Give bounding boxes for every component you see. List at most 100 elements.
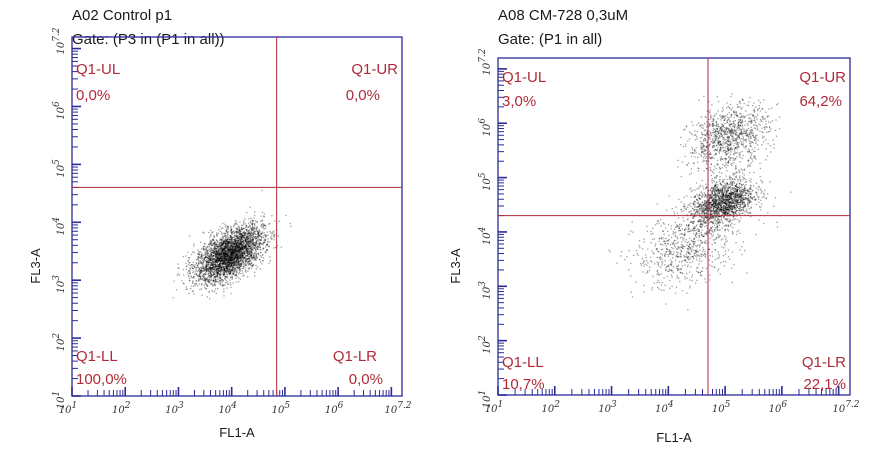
event-dot — [229, 262, 231, 264]
event-dot — [248, 229, 251, 231]
event-dot — [240, 257, 242, 260]
event-dot — [229, 230, 232, 232]
event-dot — [252, 228, 254, 231]
event-dot — [232, 269, 234, 272]
event-dot — [229, 257, 231, 259]
event-dot — [262, 247, 265, 250]
event-dot — [218, 252, 220, 254]
event-dot — [246, 252, 248, 254]
event-dot — [227, 241, 229, 243]
event-dot — [226, 239, 228, 241]
event-dot — [260, 233, 262, 235]
event-dot — [241, 254, 243, 256]
event-dot — [207, 281, 209, 283]
event-dot — [239, 248, 241, 250]
event-dot — [206, 252, 208, 254]
event-dot — [241, 256, 244, 258]
event-dot — [214, 252, 216, 254]
event-dot — [234, 239, 236, 241]
event-dot — [204, 271, 207, 273]
event-dot — [237, 240, 240, 242]
event-dot — [246, 233, 248, 235]
event-dot — [217, 257, 219, 259]
event-dot — [238, 250, 240, 252]
event-dot — [223, 253, 225, 255]
event-dot — [244, 234, 246, 236]
event-dot — [232, 253, 234, 255]
event-dot — [731, 206, 733, 208]
event-dot — [221, 244, 224, 246]
event-dot — [250, 239, 252, 242]
event-dot — [235, 274, 237, 277]
event-dot — [237, 259, 239, 261]
event-dot — [739, 195, 741, 197]
event-dot — [269, 230, 271, 233]
event-dot — [235, 232, 237, 234]
event-dot — [210, 270, 213, 272]
event-dot — [242, 267, 244, 269]
event-dot — [199, 262, 201, 264]
event-dot — [234, 258, 236, 260]
event-dot — [229, 257, 232, 259]
event-dot — [212, 281, 214, 283]
event-dot — [214, 282, 216, 284]
event-dot — [216, 276, 218, 278]
event-dot — [242, 238, 244, 241]
event-dot — [209, 256, 211, 258]
event-dot — [222, 268, 224, 270]
event-dot — [239, 255, 241, 257]
event-dot — [230, 239, 232, 242]
event-dot — [229, 235, 232, 237]
event-dot — [211, 259, 214, 261]
event-dot — [219, 250, 221, 252]
event-dot — [218, 264, 220, 266]
event-dot — [233, 262, 235, 264]
event-dot — [222, 263, 225, 265]
event-dot — [208, 248, 211, 250]
event-dot — [724, 190, 726, 192]
event-dot — [215, 248, 218, 250]
event-dot — [251, 262, 253, 264]
event-dot — [246, 255, 248, 257]
event-dot — [219, 251, 221, 253]
event-dot — [705, 187, 707, 190]
event-dot — [206, 253, 209, 255]
event-dot — [249, 245, 251, 247]
event-dot — [240, 234, 242, 237]
event-dot — [230, 257, 232, 259]
event-dot — [246, 250, 249, 252]
event-dot — [211, 253, 213, 255]
event-dot — [233, 230, 235, 232]
event-dot — [216, 273, 218, 275]
event-dot — [231, 248, 233, 250]
event-dot — [216, 239, 218, 241]
event-dot — [222, 275, 224, 277]
event-dot — [208, 243, 210, 245]
event-dot — [760, 179, 762, 181]
event-dot — [209, 258, 212, 260]
event-dot — [223, 257, 225, 259]
event-dot — [236, 244, 238, 246]
event-dot — [741, 199, 743, 201]
event-dot — [239, 229, 241, 231]
event-dot — [720, 210, 722, 212]
event-dot — [215, 250, 218, 252]
event-dot — [750, 197, 752, 199]
event-dot — [228, 246, 230, 248]
event-dot — [226, 273, 228, 275]
event-dot — [206, 278, 208, 281]
event-dot — [697, 195, 699, 197]
event-dot — [230, 228, 233, 230]
event-dot — [229, 262, 231, 264]
event-dot — [217, 259, 219, 262]
event-dot — [228, 261, 230, 263]
event-dot — [238, 229, 240, 231]
event-dot — [243, 258, 245, 260]
event-dot — [268, 245, 270, 247]
event-dot — [222, 241, 224, 243]
event-dot — [221, 279, 224, 281]
event-dot — [217, 287, 219, 290]
event-dot — [219, 257, 222, 259]
event-dot — [714, 186, 716, 188]
event-dot — [246, 244, 248, 246]
